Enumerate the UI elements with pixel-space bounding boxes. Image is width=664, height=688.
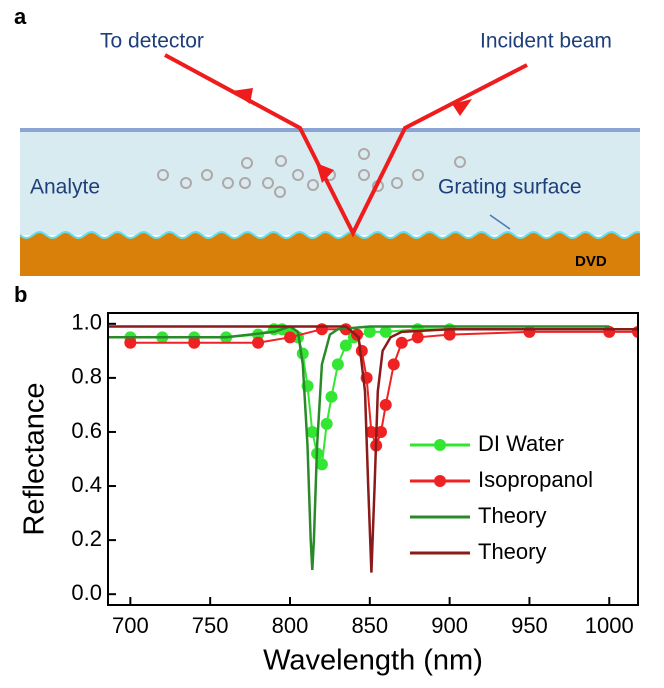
label: Analyte xyxy=(30,176,100,199)
axes-frame xyxy=(107,312,639,606)
x-tick-label: 700 xyxy=(112,613,149,638)
x-axis-title: Wavelength (nm) xyxy=(263,645,483,677)
dvd-substrate xyxy=(20,232,640,276)
y-tick-label: 0.0 xyxy=(71,580,102,605)
data-point xyxy=(374,425,387,438)
data-point xyxy=(363,325,376,338)
arrow-head xyxy=(232,88,253,104)
data-point xyxy=(124,336,137,349)
legend-marker xyxy=(434,439,446,451)
data-point xyxy=(443,328,456,341)
data-point xyxy=(387,358,400,371)
panel-label: a xyxy=(14,4,27,29)
y-axis-title: Reflectance xyxy=(19,382,51,535)
series-line xyxy=(130,328,450,469)
x-tick-label: 850 xyxy=(351,613,388,638)
y-tick-label: 0.2 xyxy=(71,526,102,551)
legend-label: Theory xyxy=(478,539,546,564)
data-point xyxy=(306,425,319,438)
x-tick-label: 800 xyxy=(272,613,309,638)
grating-line xyxy=(19,230,641,240)
data-point xyxy=(379,325,392,338)
x-tick-label: 900 xyxy=(431,613,468,638)
y-tick-label: 0.4 xyxy=(71,472,102,497)
data-point xyxy=(252,336,265,349)
data-point xyxy=(315,323,328,336)
x-tick-label: 750 xyxy=(192,613,229,638)
data-point xyxy=(395,336,408,349)
y-tick-label: 0.6 xyxy=(71,418,102,443)
analyte-layer xyxy=(20,130,640,235)
legend-label: DI Water xyxy=(478,431,564,456)
pointer xyxy=(489,214,511,230)
data-point xyxy=(331,358,344,371)
x-tick-label: 1000 xyxy=(585,613,634,638)
legend-label: Isopropanol xyxy=(478,467,593,492)
label: DVD xyxy=(575,253,607,270)
series-line xyxy=(108,325,638,573)
data-point xyxy=(283,331,296,344)
molecules xyxy=(157,148,466,198)
y-tick-label: 0.8 xyxy=(71,364,102,389)
label: Grating surface xyxy=(438,176,582,199)
legend-marker xyxy=(434,475,446,487)
light-beam xyxy=(164,53,528,238)
series-line xyxy=(108,325,610,570)
label: Incident beam xyxy=(480,30,612,53)
data-point xyxy=(320,417,333,430)
panel-label: b xyxy=(14,282,27,307)
arrow-head xyxy=(452,99,472,116)
label: To detector xyxy=(100,30,204,53)
data-point xyxy=(379,398,392,411)
plot-area xyxy=(108,323,638,573)
data-point xyxy=(315,458,328,471)
data-point xyxy=(339,339,352,352)
data-point xyxy=(365,425,378,438)
data-point xyxy=(411,331,424,344)
data-point xyxy=(188,336,201,349)
legend-label: Theory xyxy=(478,503,546,528)
x-tick-label: 950 xyxy=(511,613,548,638)
arrow-head xyxy=(316,163,334,183)
y-tick-label: 1.0 xyxy=(71,310,102,335)
data-point xyxy=(325,390,338,403)
